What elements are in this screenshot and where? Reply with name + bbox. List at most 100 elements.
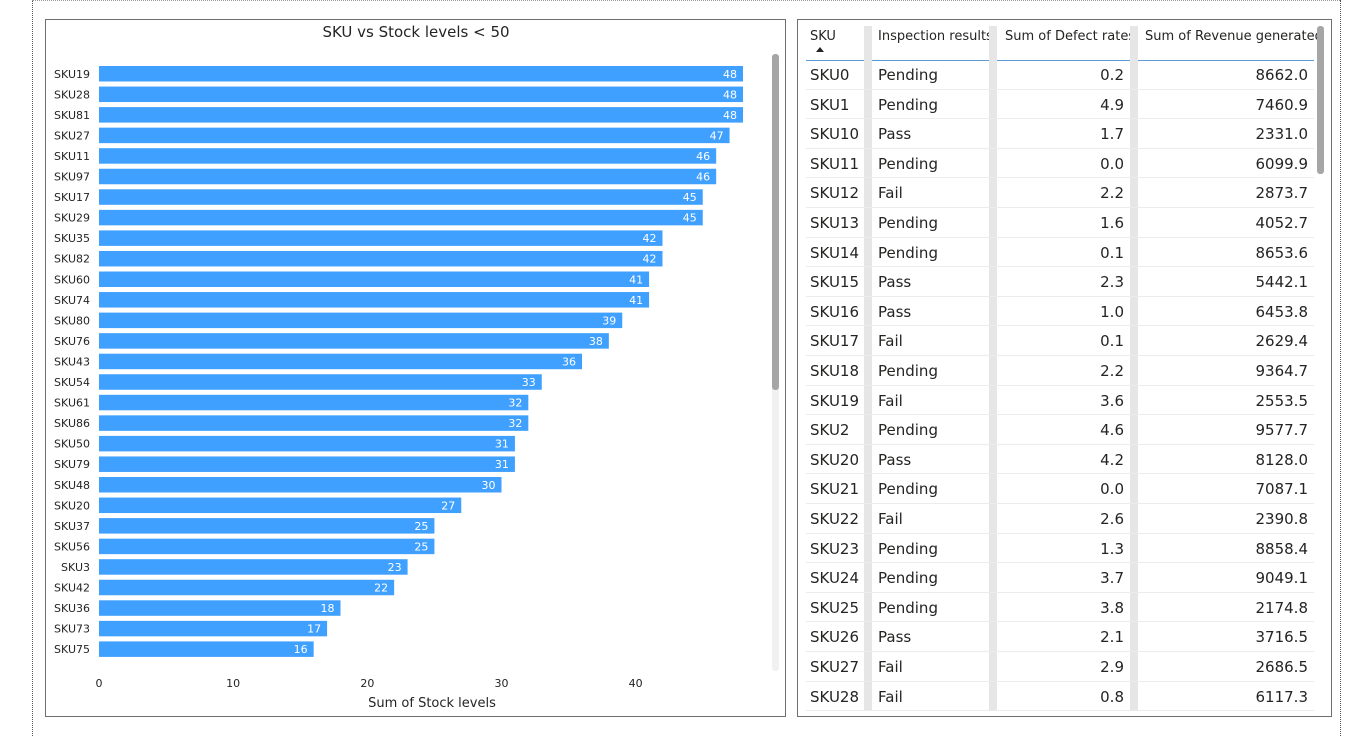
- bar[interactable]: [99, 456, 515, 472]
- bar[interactable]: [99, 107, 743, 123]
- bar[interactable]: [99, 127, 730, 144]
- bar[interactable]: [99, 230, 663, 246]
- bar-group[interactable]: SKU28 48: [54, 86, 743, 103]
- bar-group[interactable]: SKU20 27: [54, 497, 462, 514]
- bar-group[interactable]: SKU11 46: [54, 148, 717, 164]
- bar[interactable]: [99, 312, 623, 329]
- bar[interactable]: [99, 189, 703, 205]
- data-label: 23: [388, 561, 402, 574]
- bar[interactable]: [99, 394, 529, 411]
- column-separator[interactable]: [864, 26, 872, 710]
- chart-scrollbar[interactable]: [772, 54, 779, 671]
- bar[interactable]: [99, 477, 502, 493]
- table-row[interactable]: SKU14 Pending 0.1 8653.6: [806, 238, 1314, 268]
- chart-scrollbar-thumb[interactable]: [772, 54, 779, 390]
- table-row[interactable]: SKU0 Pending 0.2 8662.0: [806, 60, 1314, 90]
- table-row[interactable]: SKU12 Fail 2.2 2873.7: [806, 178, 1314, 208]
- bar[interactable]: [99, 66, 743, 82]
- bar-group[interactable]: SKU27 47: [54, 127, 730, 144]
- bar-group[interactable]: SKU42 22: [54, 579, 395, 596]
- table-row[interactable]: SKU13 Pending 1.6 4052.7: [806, 208, 1314, 238]
- column-separator[interactable]: [1130, 26, 1138, 710]
- bar-group[interactable]: SKU81 48: [54, 107, 743, 123]
- bar-group[interactable]: SKU56 25: [54, 538, 435, 555]
- header-revenue-generated[interactable]: Sum of Revenue generated: [1145, 29, 1323, 44]
- bar-group[interactable]: SKU73 17: [54, 620, 328, 637]
- bar[interactable]: [99, 579, 395, 596]
- table-visual[interactable]: SKU Inspection results Sum of Defect rat…: [797, 19, 1332, 717]
- table-row[interactable]: SKU28 Fail 0.8 6117.3: [806, 682, 1314, 712]
- table-row[interactable]: SKU19 Fail 3.6 2553.5: [806, 386, 1314, 416]
- bar[interactable]: [99, 271, 650, 288]
- bar[interactable]: [99, 641, 314, 657]
- table-row[interactable]: SKU20 Pass 4.2 8128.0: [806, 445, 1314, 475]
- bar-group[interactable]: SKU79 31: [54, 456, 515, 472]
- bar[interactable]: [99, 168, 717, 185]
- table-row[interactable]: SKU24 Pending 3.7 9049.1: [806, 563, 1314, 593]
- table-row[interactable]: SKU22 Fail 2.6 2390.8: [806, 504, 1314, 534]
- bar[interactable]: [99, 538, 435, 555]
- column-separator[interactable]: [989, 26, 997, 710]
- category-label: SKU36: [54, 602, 90, 615]
- category-label: SKU42: [54, 582, 90, 595]
- table-row[interactable]: SKU17 Fail 0.1 2629.4: [806, 326, 1314, 356]
- bar-group[interactable]: SKU76 38: [54, 333, 609, 349]
- bar-group[interactable]: SKU36 18: [54, 600, 341, 616]
- bar-group[interactable]: SKU74 41: [54, 292, 650, 308]
- bar[interactable]: [99, 559, 408, 575]
- bar-group[interactable]: SKU19 48: [54, 66, 743, 82]
- bar-group[interactable]: SKU80 39: [54, 312, 623, 329]
- table-row[interactable]: SKU16 Pass 1.0 6453.8: [806, 297, 1314, 327]
- table-row[interactable]: SKU25 Pending 3.8 2174.8: [806, 593, 1314, 623]
- bar[interactable]: [99, 250, 663, 267]
- bar-group[interactable]: SKU43 36: [54, 353, 582, 370]
- bar[interactable]: [99, 148, 717, 164]
- table-row[interactable]: SKU15 Pass 2.3 5442.1: [806, 267, 1314, 297]
- bar[interactable]: [99, 518, 435, 534]
- table-scrollbar-thumb[interactable]: [1317, 26, 1324, 174]
- table-row[interactable]: SKU27 Fail 2.9 2686.5: [806, 652, 1314, 682]
- bar[interactable]: [99, 374, 542, 390]
- table-row[interactable]: SKU18 Pending 2.2 9364.7: [806, 356, 1314, 386]
- bar[interactable]: [99, 353, 582, 370]
- bar-group[interactable]: SKU60 41: [54, 271, 650, 288]
- bar[interactable]: [99, 415, 529, 431]
- header-inspection-results[interactable]: Inspection results: [878, 29, 993, 44]
- bar-group[interactable]: SKU29 45: [54, 209, 703, 226]
- bar[interactable]: [99, 497, 462, 514]
- bar-group[interactable]: SKU61 32: [54, 394, 529, 411]
- bar[interactable]: [99, 435, 515, 452]
- header-defect-rates[interactable]: Sum of Defect rates: [1005, 29, 1136, 44]
- table-row[interactable]: SKU21 Pending 0.0 7087.1: [806, 474, 1314, 504]
- table-scrollbar[interactable]: [1317, 26, 1324, 710]
- bar[interactable]: [99, 86, 743, 103]
- bar-chart-visual[interactable]: SKU vs Stock levels < 50 SKU19 48 SKU28 48 S…: [45, 19, 786, 717]
- table-row[interactable]: SKU11 Pending 0.0 6099.9: [806, 149, 1314, 179]
- bar[interactable]: [99, 333, 609, 349]
- table-row[interactable]: SKU10 Pass 1.7 2331.0: [806, 119, 1314, 149]
- bar[interactable]: [99, 292, 650, 308]
- bar-group[interactable]: SKU48 30: [54, 477, 502, 493]
- table-row[interactable]: SKU26 Pass 2.1 3716.5: [806, 622, 1314, 652]
- data-label: 31: [495, 438, 509, 451]
- bar[interactable]: [99, 600, 341, 616]
- bar-group[interactable]: SKU54 33: [54, 374, 542, 390]
- category-label: SKU73: [54, 623, 90, 636]
- bar-group[interactable]: SKU50 31: [54, 435, 515, 452]
- cell-inspection-result: Pending: [878, 598, 938, 617]
- table-row[interactable]: SKU1 Pending 4.9 7460.9: [806, 90, 1314, 120]
- bar[interactable]: [99, 209, 703, 226]
- table-row[interactable]: SKU2 Pending 4.6 9577.7: [806, 415, 1314, 445]
- table-row[interactable]: SKU23 Pending 1.3 8858.4: [806, 534, 1314, 564]
- bar-group[interactable]: SKU97 46: [54, 168, 717, 185]
- bar-group[interactable]: SKU3 23: [61, 559, 408, 575]
- bar-group[interactable]: SKU37 25: [54, 518, 435, 534]
- header-sku[interactable]: SKU: [810, 29, 836, 44]
- bar-group[interactable]: SKU75 16: [54, 641, 314, 657]
- category-label: SKU60: [54, 273, 90, 286]
- bar-group[interactable]: SKU82 42: [54, 250, 663, 267]
- bar-group[interactable]: SKU17 45: [54, 189, 703, 205]
- bar-group[interactable]: SKU35 42: [54, 230, 663, 246]
- bar[interactable]: [99, 620, 328, 637]
- bar-group[interactable]: SKU86 32: [54, 415, 529, 431]
